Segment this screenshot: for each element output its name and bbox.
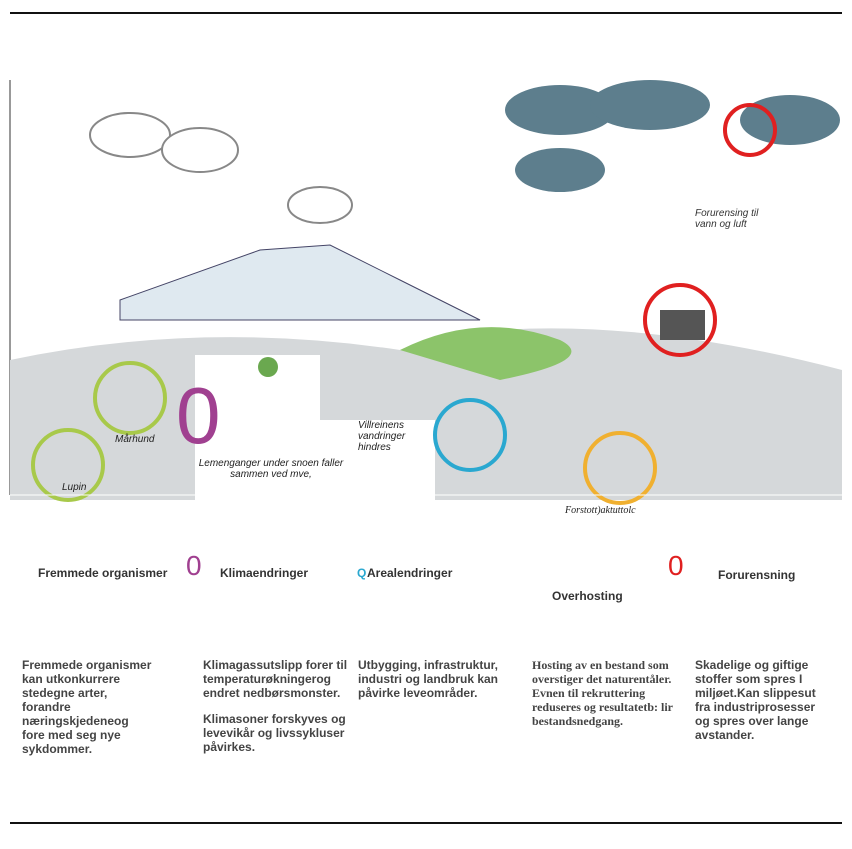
description: Hosting av en bestand som overstiger det… bbox=[532, 658, 682, 740]
legend-label: Arealendringer bbox=[367, 566, 452, 580]
label: Mårhund bbox=[115, 434, 154, 445]
top-rule bbox=[10, 12, 842, 14]
description-text: Utbygging, infrastruktur, industri og la… bbox=[358, 658, 508, 700]
description: Klimagassutslipp forer til temperaturøkn… bbox=[203, 658, 353, 766]
legend-label: Overhosting bbox=[552, 589, 623, 603]
description-text: Klimagassutslipp forer til temperaturøkn… bbox=[203, 658, 353, 700]
page: Mårhund Lupin 0 Lemenganger under snoen … bbox=[0, 0, 852, 849]
label: Villreinens vandringer hindres bbox=[358, 420, 428, 453]
legend-icon: 0 bbox=[186, 550, 202, 582]
description-text: Hosting av en bestand som overstiger det… bbox=[532, 658, 682, 728]
illustration bbox=[0, 80, 852, 520]
description-text: Skadelige og giftige stoffer som spres I… bbox=[695, 658, 830, 742]
legend-label: Fremmede organismer bbox=[38, 566, 167, 580]
description-text: Klimasoner forskyves og levevikår og liv… bbox=[203, 712, 353, 754]
legend-icon: Q bbox=[357, 566, 366, 580]
label: Lupin bbox=[62, 482, 86, 493]
dot bbox=[258, 357, 278, 377]
description: Skadelige og giftige stoffer som spres I… bbox=[695, 658, 830, 754]
bottom-rule bbox=[10, 822, 842, 824]
label: Lemenganger under snoen faller sammen ve… bbox=[196, 458, 346, 480]
caption: Forstott)aktuttolc bbox=[565, 505, 636, 516]
legend-icon: 0 bbox=[668, 550, 684, 582]
factory bbox=[660, 310, 705, 340]
label: Forurensing til vann og luft bbox=[695, 208, 770, 230]
climate-icon: 0 bbox=[176, 376, 221, 456]
description: Fremmede organismer kan utkonkurrere ste… bbox=[22, 658, 152, 768]
legend-label: Forurensning bbox=[718, 568, 795, 582]
description-text: Fremmede organismer kan utkonkurrere ste… bbox=[22, 658, 152, 756]
legend-label: Klimaendringer bbox=[220, 566, 308, 580]
description: Utbygging, infrastruktur, industri og la… bbox=[358, 658, 508, 712]
